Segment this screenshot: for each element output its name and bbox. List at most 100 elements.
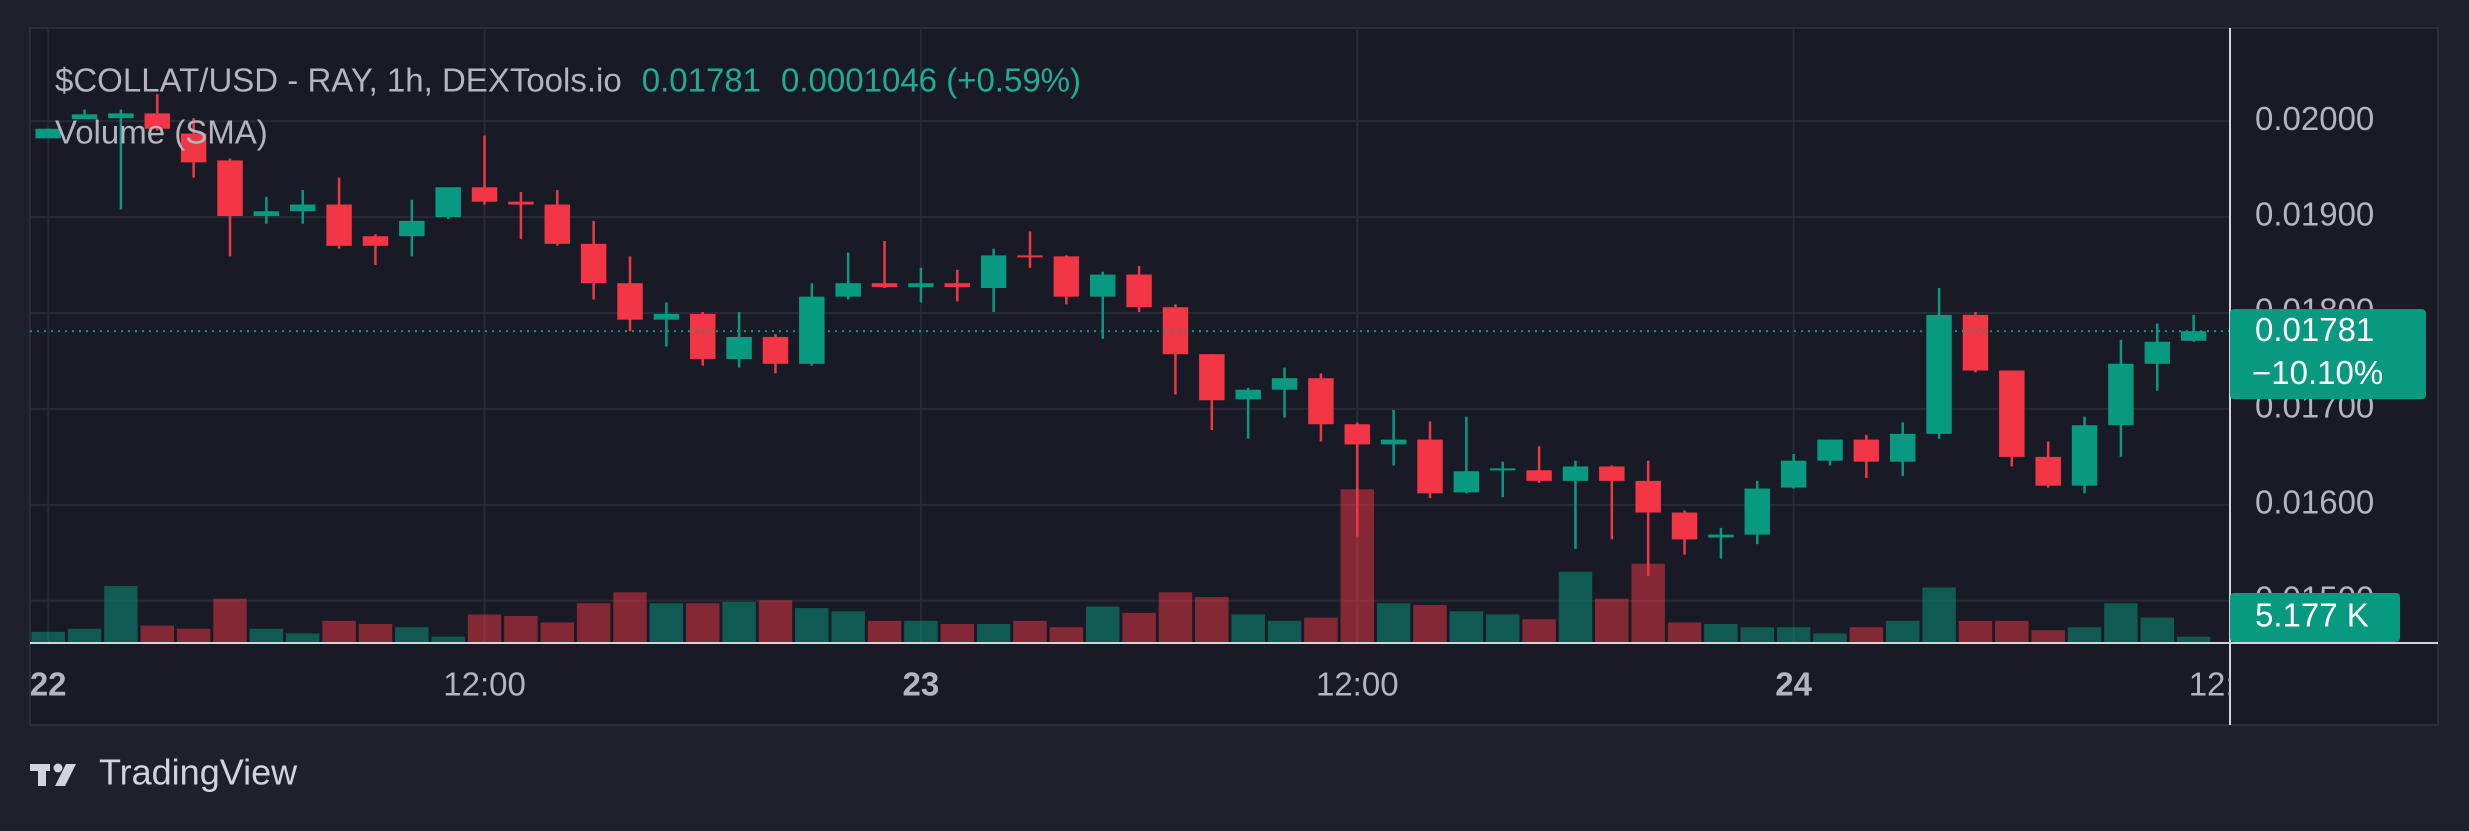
candle-body (1599, 466, 1625, 481)
volume-bar (940, 624, 974, 643)
candle-body (1708, 534, 1734, 538)
volume-bar (213, 598, 247, 643)
candle-body (944, 283, 970, 288)
volume-bar (1776, 627, 1811, 643)
volume-bar (249, 628, 284, 643)
volume-bar (2031, 630, 2065, 643)
volume-bar (322, 620, 356, 643)
candle-body (2180, 331, 2207, 341)
volume-bar (31, 631, 65, 643)
x-tick-labels: 22 12:00 23 12:00 24 12:00 (30, 666, 2272, 703)
volume-legend: Volume (SMA) (55, 114, 268, 151)
y-tick-label: 0.01900 (2255, 196, 2374, 233)
candle-body (799, 296, 825, 364)
candle-body (2108, 363, 2134, 426)
candle-body (1817, 439, 1843, 461)
volume-bar (104, 585, 138, 643)
candle-body (362, 236, 389, 246)
volume-bar (1522, 619, 1556, 643)
chart-pane (29, 27, 2439, 726)
volume-bar (867, 620, 902, 643)
candle-body (253, 211, 280, 217)
volume-bar (976, 624, 1011, 643)
volume-bar (1667, 622, 1702, 643)
candle-body (1090, 274, 1116, 297)
plot-area (30, 94, 2230, 643)
volume-bar (613, 592, 647, 643)
candle-body (1890, 433, 1916, 462)
volume-bar (1922, 587, 1956, 643)
candle-body (1453, 471, 1480, 493)
volume-bar (1486, 614, 1520, 643)
volume-bar (795, 608, 829, 643)
x-tick-label: 12:00 (1316, 666, 1399, 703)
volume-bar (395, 627, 429, 643)
volume-bar (1704, 624, 1738, 643)
candle-body (1417, 439, 1443, 494)
volume-bar (176, 628, 211, 643)
volume-bar (758, 600, 793, 643)
candle-body (326, 204, 352, 246)
volume-bar (722, 601, 756, 643)
candle-body (1926, 314, 1952, 434)
axes: 0.015000.016000.017000.018000.019000.020… (30, 100, 2426, 703)
candle-body (762, 336, 789, 364)
candle-body (690, 313, 716, 360)
volume-bar (540, 622, 574, 643)
candle-body (617, 283, 643, 320)
volume-box (2230, 593, 2400, 642)
candle-body (180, 133, 207, 163)
candle-body (471, 187, 498, 202)
volume-bar (1958, 620, 1993, 643)
candle-body (1671, 512, 1698, 540)
volume-bar (67, 628, 102, 643)
candle-body (435, 187, 461, 218)
candle-body (980, 255, 1007, 289)
candle-body (1162, 307, 1189, 355)
volume-bar (1849, 627, 1884, 643)
candle-body (2071, 425, 2098, 486)
volume-bar (831, 611, 865, 643)
volume-bar (1631, 563, 1665, 643)
candle-body (726, 336, 752, 360)
volume-bar (1813, 633, 1847, 643)
candle-body (1744, 488, 1770, 535)
candle-body (217, 160, 243, 217)
volume-bar (1558, 571, 1593, 643)
candle-body (1126, 274, 1152, 308)
volume-bar (2104, 603, 2138, 643)
grid (30, 28, 2231, 643)
volume-bar (1595, 598, 1629, 643)
volume-bar (649, 603, 684, 643)
volume-bar (1886, 620, 1920, 643)
candle-body (908, 283, 934, 288)
candle-body (1780, 460, 1807, 488)
volume-bar (140, 625, 174, 643)
x-tick-label: 12:00 (443, 666, 526, 703)
candle-body (1562, 466, 1589, 481)
last-price: 0.01781 (642, 62, 761, 99)
candle-body (1962, 314, 1989, 371)
y-tick-label: 0.01600 (2255, 484, 2374, 521)
x-tick-label: 12:00 (2189, 666, 2272, 703)
candle-body (544, 204, 570, 244)
volume-bar (2140, 617, 2174, 643)
volume-bar (431, 636, 465, 643)
last-price-box (2230, 309, 2426, 400)
volume-bar (1304, 617, 1338, 643)
brand-logo (30, 763, 76, 786)
x-tick-label: 23 (903, 666, 940, 703)
volume-label: 5.177 K (2255, 597, 2369, 634)
candle-body (1308, 378, 1334, 425)
volume-bar (1413, 604, 1447, 643)
chart-title: $COLLAT/USD - RAY, 1h, DEXTools.io (55, 62, 622, 99)
candle-body (1380, 439, 1407, 445)
volume-bar (1086, 606, 1120, 643)
candle-body (653, 313, 680, 320)
candle-body (144, 113, 170, 129)
candle-body (508, 201, 534, 205)
volume-bar (504, 616, 538, 643)
volume-bar (1195, 597, 1229, 643)
last-price-label: 0.01781 (2255, 311, 2374, 348)
